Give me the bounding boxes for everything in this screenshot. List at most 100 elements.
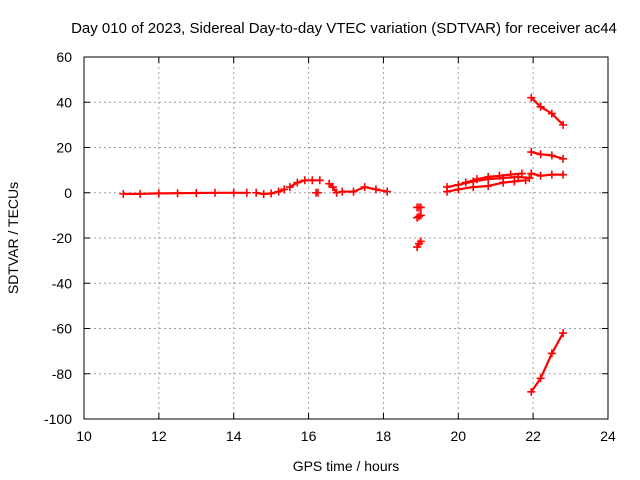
series-line	[530, 331, 565, 393]
series-arc-9	[413, 237, 425, 252]
series-arc-15	[527, 169, 568, 180]
data-point	[274, 187, 283, 196]
data-point	[559, 120, 568, 129]
x-axis-label: GPS time / hours	[293, 458, 400, 474]
x-tick-label: 24	[600, 428, 616, 444]
y-tick-label: -100	[44, 411, 72, 427]
data-point	[559, 154, 568, 163]
data-point	[416, 211, 425, 220]
plot-area	[119, 93, 568, 396]
data-point	[527, 148, 536, 157]
y-tick-label: -40	[52, 275, 72, 291]
data-point	[484, 172, 493, 181]
data-point	[211, 188, 219, 197]
data-point	[328, 183, 337, 192]
data-point	[495, 171, 504, 180]
data-point	[559, 329, 568, 338]
data-point	[192, 188, 201, 197]
y-tick-label: -20	[52, 230, 72, 246]
data-point	[360, 183, 369, 192]
y-tick-label: 60	[56, 49, 72, 65]
data-point	[527, 93, 536, 102]
data-point	[371, 185, 380, 194]
series-arc-14	[527, 148, 568, 163]
data-point	[527, 387, 536, 396]
data-point	[536, 374, 545, 383]
data-point	[285, 183, 294, 192]
series-arc-16	[527, 329, 568, 396]
y-tick-label: -60	[52, 321, 72, 337]
data-point	[547, 151, 556, 160]
series-arc-11	[443, 176, 530, 196]
data-point	[473, 175, 481, 184]
data-point	[517, 169, 526, 178]
data-point	[252, 188, 261, 197]
grid	[84, 57, 608, 419]
data-point	[338, 187, 347, 196]
data-point	[559, 170, 568, 179]
series-line	[530, 96, 565, 127]
series-arc-8	[413, 211, 425, 222]
data-point	[280, 185, 289, 194]
data-point	[527, 169, 536, 178]
data-point	[536, 102, 545, 111]
data-point	[547, 170, 556, 179]
data-point	[499, 178, 508, 187]
data-point	[521, 176, 530, 185]
data-point	[313, 188, 322, 197]
data-point	[300, 176, 309, 185]
series-arc-2	[252, 185, 289, 199]
data-point	[136, 189, 145, 198]
data-point	[332, 188, 341, 197]
chart-title: Day 010 of 2023, Sidereal Day-to-day VTE…	[71, 20, 617, 37]
x-tick-label: 22	[525, 428, 541, 444]
series-arc-6	[338, 183, 392, 196]
data-point	[454, 185, 463, 194]
data-point	[547, 349, 556, 358]
series-arc-3	[285, 176, 324, 192]
data-point	[229, 188, 238, 197]
series-arc-7	[413, 203, 425, 212]
data-point	[536, 171, 545, 180]
data-point	[414, 212, 423, 221]
y-tick-label: -80	[52, 366, 72, 382]
data-point	[154, 189, 163, 198]
data-point	[510, 177, 519, 186]
data-point	[416, 237, 425, 246]
data-point	[308, 176, 317, 185]
data-point	[383, 187, 392, 196]
data-point	[349, 187, 358, 196]
x-tick-label: 14	[226, 428, 242, 444]
x-tick-label: 10	[76, 428, 92, 444]
y-axis-label: SDTVAR / TECUs	[5, 182, 21, 294]
data-point	[506, 170, 515, 179]
series-arc-12	[461, 169, 526, 187]
plot-frame	[83, 56, 609, 420]
series-line	[530, 172, 565, 177]
data-point	[484, 181, 493, 190]
data-point	[547, 109, 556, 118]
x-tick-label: 18	[376, 428, 392, 444]
x-tick-label: 16	[301, 428, 317, 444]
data-point	[259, 190, 268, 199]
series-arc-13	[527, 93, 568, 129]
series-line	[530, 150, 565, 160]
data-point	[461, 178, 470, 187]
data-point	[536, 150, 545, 159]
y-tick-label: 20	[56, 140, 72, 156]
series-arc-4	[312, 188, 322, 197]
x-tick-label: 12	[151, 428, 167, 444]
data-point	[416, 203, 425, 212]
data-point	[315, 176, 324, 185]
series-arc-5	[325, 179, 341, 197]
series-arc-1	[119, 188, 251, 198]
x-tick-label: 20	[450, 428, 466, 444]
data-point	[173, 189, 182, 198]
y-tick-label: 0	[64, 185, 72, 201]
axis-ticks: 10 12 14 16 18 20 22 24 -100 -80 -60 -40 -20 0 20 40 60	[44, 49, 616, 444]
data-point	[242, 188, 251, 197]
data-point	[469, 183, 478, 192]
y-tick-label: 40	[56, 94, 72, 110]
data-point	[443, 187, 452, 196]
